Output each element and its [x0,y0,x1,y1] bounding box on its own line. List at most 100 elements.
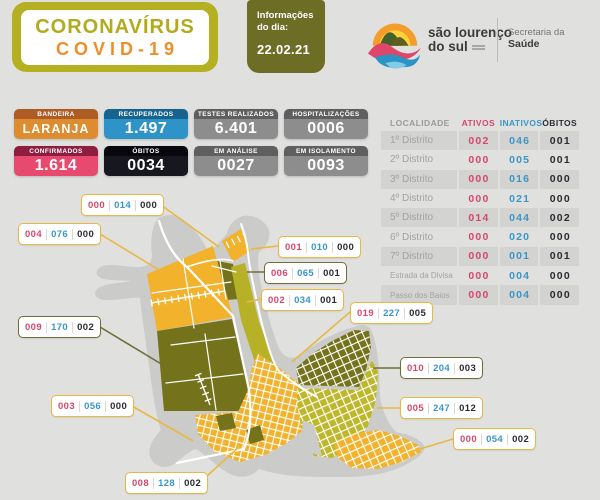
stat-label: HOSPITALIZAÇÕES [284,109,368,119]
city-name-line2: do sul [428,40,512,54]
stat-tile-obitos: ÓBITOS 0034 [104,146,188,176]
locality-name: 3º Distrito [381,169,457,189]
stat-tile-em-analise: EM ANÁLISE 0027 [194,146,278,176]
map-stat-label: 000 014 000 [81,194,165,216]
stat-value: 0006 [284,119,368,139]
secretaria-saude-label: Secretaria da Saúde [508,27,565,51]
inativos-value: 054 [486,433,504,445]
label-divider [318,267,320,279]
ativos-value: 000 [459,246,498,267]
locality-table: LOCALIDADE ATIVOS INATIVOS ÓBITOS 1º Dis… [381,114,580,305]
obitos-value: 001 [323,267,341,279]
ativos-value: 000 [88,199,106,211]
label-divider [153,477,155,489]
obitos-value: 012 [459,402,477,414]
inativos-value: 010 [311,241,329,253]
inativos-value: 128 [158,477,176,489]
table-row: Passo dos Baios 000 004 000 [381,285,580,305]
city-logo-icon [367,23,422,69]
ativos-value: 006 [271,267,289,279]
stat-tile-testes-realizados: TESTES REALIZADOS 6.401 [194,109,278,139]
obitos-value: 005 [409,307,427,319]
ativos-value: 000 [460,433,478,445]
ativos-value: 000 [468,153,490,166]
roads [151,219,318,465]
map-stat-label: 004 076 000 [18,223,102,245]
lake-inlet [300,420,322,456]
stat-label: EM ANÁLISE [194,146,278,156]
locality-name: 5º Distrito [381,208,457,228]
inativos-value: 046 [499,131,539,151]
district-area-upper-yellow [147,246,233,331]
map-stat-label: 008 128 002 [125,472,209,494]
obitos-value: 002 [540,208,580,228]
grid-overlay [296,330,371,387]
map-stat-label: 005 247 012 [400,397,484,419]
table-row: 2º Distrito 000 005 001 [381,150,579,169]
obitos-value: 000 [549,269,571,282]
page-subtitle: COVID-19 [55,38,180,59]
ativos-value: 002 [459,131,498,151]
obitos-value: 000 [540,285,580,305]
ativos-value: 000 [459,169,498,189]
table-row: 3º Distrito 000 016 000 [381,169,580,189]
locality-name: Estrada da Divisa [390,271,453,281]
label-divider [428,402,430,414]
label-divider [289,294,291,306]
obitos-value: 001 [549,153,571,166]
stat-tile-bandeira: BANDEIRA LARANJA [14,109,98,139]
label-divider [454,402,456,414]
ativos-value: 005 [407,402,425,414]
district-area-north-strip [222,229,250,262]
obitos-value: 000 [337,241,355,253]
locality-name: 6º Distrito [390,231,434,243]
label-divider [428,362,430,374]
stat-tile-hospitalizacoes: HOSPITALIZAÇÕES 0006 [284,109,368,139]
inativos-value: 004 [509,269,531,282]
city-logo: são lourenço do sul [366,8,512,72]
stat-value: 0034 [104,156,188,176]
obitos-value: 001 [540,246,580,267]
ativos-value: 010 [407,362,425,374]
header-divider [497,18,498,62]
inativos-value: 016 [499,169,539,189]
stat-tile-em-isolamento: EM ISOLAMENTO 0093 [284,146,368,176]
ativos-value: 000 [468,231,490,244]
railway-lines [150,232,247,407]
logo-fineprint-bars [471,44,485,52]
stat-tile-confirmados: CONFIRMADOS 1.614 [14,146,98,176]
report-date-label: Informações do dia: [257,10,314,33]
inativos-value: 005 [509,153,531,166]
label-divider [306,241,308,253]
page-title: CORONAVÍRUS [35,15,195,38]
city-logo-text: são lourenço do sul [428,26,512,54]
label-divider [72,228,74,240]
table-row: 7º Distrito 000 001 001 [381,246,580,267]
locality-name: 7º Distrito [381,246,457,267]
label-divider [105,400,107,412]
ativos-value: 003 [58,400,76,412]
locality-name: Passo dos Baios [381,285,457,305]
map-stat-label: 001 010 000 [278,236,362,258]
map-stat-label: 006 065 001 [264,262,348,284]
col-header-obitos: ÓBITOS [542,117,578,128]
stat-label: EM ISOLAMENTO [284,146,368,156]
obitos-value: 001 [540,131,580,151]
ativos-value: 000 [468,192,490,205]
stat-label: BANDEIRA [14,109,98,119]
map-stat-label: 002 034 001 [261,289,345,311]
ativos-value: 000 [459,285,498,305]
map-stat-label: 003 056 000 [51,395,135,417]
col-header-inativos: INATIVOS [499,117,543,128]
map-stat-label: 009 170 002 [18,316,102,338]
district-area-central-strip [231,263,276,378]
stat-value: 6.401 [194,119,278,139]
obitos-value: 000 [540,169,580,189]
label-divider [79,400,81,412]
ativos-value: 002 [268,294,286,306]
obitos-value: 002 [512,433,530,445]
ativos-value: 000 [468,269,490,282]
stat-value: 0027 [194,156,278,176]
table-row: 4º Distrito 000 021 000 [381,189,579,208]
